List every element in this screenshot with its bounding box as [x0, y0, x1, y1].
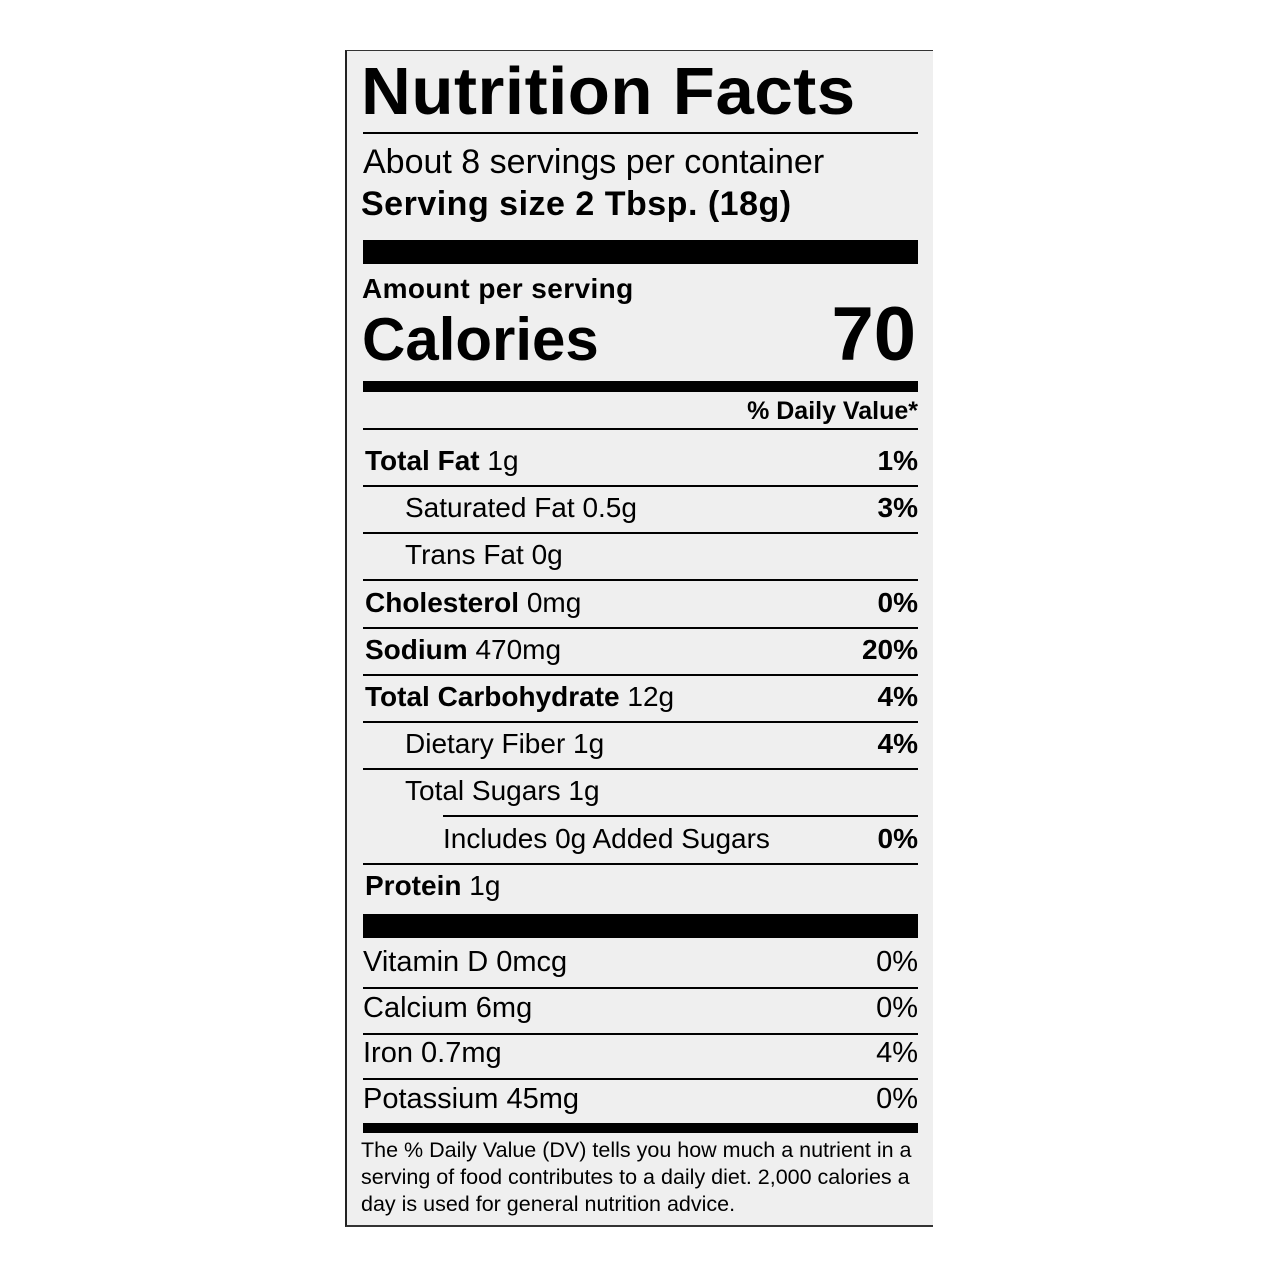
nutrient-name: Total Carbohydrate: [365, 681, 620, 712]
nutrient-name: Saturated Fat: [405, 492, 575, 524]
nutrient-name: Total Fat: [365, 445, 480, 476]
nutrient-amount: 1g: [469, 869, 501, 901]
vitamin-daily-value: 0%: [876, 1082, 918, 1115]
nutrient-row: Total Sugars 1g: [363, 769, 918, 816]
divider: [363, 132, 918, 134]
nutrient-daily-value: 4%: [877, 681, 918, 712]
vitamin-row: Iron 0.7mg 4%: [363, 1033, 918, 1079]
nutrient-amount: 0mg: [526, 586, 582, 618]
nutrient-name: Trans Fat: [405, 539, 524, 571]
nutrient-label: Saturated Fat 0.5g: [405, 492, 637, 524]
footnote: The % Daily Value (DV) tells you how muc…: [361, 1138, 912, 1216]
nutrient-name: Protein: [365, 869, 462, 901]
nutrient-amount: 470mg: [475, 633, 562, 665]
nutrient-name: Dietary Fiber: [405, 728, 566, 760]
nutrient-amount: 1g: [487, 445, 519, 476]
nutrient-name: Total Sugars: [405, 775, 561, 807]
divider: [363, 626, 918, 629]
nutrient-row: Sodium 470mg 20%: [363, 628, 918, 675]
nutrient-amount: 1g: [568, 775, 600, 807]
vitamin-row: Potassium 45mg 0%: [363, 1079, 918, 1125]
divider: [363, 721, 918, 723]
nutrient-amount: 1g: [573, 728, 605, 760]
nutrient-daily-value: 3%: [877, 492, 918, 524]
nutrition-facts-label: Nutrition Facts About 8 servings per con…: [345, 50, 933, 1227]
nutrient-row: Protein 1g: [363, 864, 918, 911]
label-title: Nutrition Facts: [361, 54, 856, 129]
divider: [363, 485, 918, 487]
divider: [363, 862, 918, 865]
daily-value-header: % Daily Value*: [747, 397, 918, 425]
nutrient-label: Sodium 470mg: [365, 634, 561, 666]
nutrient-label: Cholesterol 0mg: [365, 587, 581, 619]
nutrient-amount: 12g: [627, 681, 675, 712]
divider: [443, 815, 918, 818]
vitamin-row: Vitamin D 0mcg 0%: [363, 942, 918, 988]
nutrient-label: Includes 0g Added Sugars: [443, 823, 770, 855]
calories-label: Calories: [362, 306, 599, 373]
vitamin-label: Vitamin D 0mcg: [363, 946, 568, 978]
thick-divider: [363, 914, 918, 938]
divider: [363, 768, 918, 771]
vitamin-row: Calcium 6mg 0%: [363, 988, 918, 1034]
serving-size: Serving size 2 Tbsp. (18g): [361, 185, 792, 223]
nutrient-daily-value: 1%: [877, 445, 918, 476]
divider: [363, 579, 918, 582]
divider: [363, 673, 918, 676]
nutrient-amount: 0.5g: [582, 492, 637, 524]
vitamin-daily-value: 0%: [876, 991, 918, 1024]
nutrient-row: Saturated Fat 0.5g 3%: [363, 486, 918, 533]
nutrient-daily-value: 4%: [877, 728, 918, 760]
divider: [363, 1032, 918, 1035]
nutrient-daily-value: 0%: [877, 586, 918, 618]
vitamin-label: Calcium 6mg: [363, 991, 533, 1024]
vitamin-label: Iron 0.7mg: [363, 1037, 502, 1069]
divider: [363, 987, 918, 989]
nutrient-daily-value: 0%: [877, 822, 918, 854]
nutrient-row: Total Carbohydrate 12g 4%: [363, 675, 918, 722]
nutrient-label: Trans Fat 0g: [405, 539, 563, 571]
vitamin-daily-value: 0%: [876, 946, 918, 978]
medium-divider: [363, 1123, 918, 1133]
divider: [363, 532, 918, 535]
medium-divider: [363, 381, 918, 392]
amount-per-serving: Amount per serving: [362, 273, 634, 304]
nutrient-row: Total Fat 1g 1%: [363, 439, 918, 486]
nutrient-name: Sodium: [365, 633, 468, 665]
nutrient-label: Total Fat 1g: [365, 445, 519, 477]
nutrient-row: Dietary Fiber 1g 4%: [363, 722, 918, 769]
servings-per-container: About 8 servings per container: [363, 143, 825, 181]
nutrient-label: Total Sugars 1g: [405, 775, 600, 807]
nutrient-row: Cholesterol 0mg 0%: [363, 581, 918, 628]
thick-divider: [363, 240, 918, 264]
nutrient-label: Dietary Fiber 1g: [405, 728, 604, 760]
nutrient-daily-value: 20%: [861, 633, 918, 665]
vitamin-daily-value: 4%: [876, 1037, 918, 1069]
calories-value: 70: [831, 292, 916, 377]
vitamin-label: Potassium 45mg: [363, 1082, 579, 1115]
divider: [363, 428, 918, 430]
nutrient-name: Cholesterol: [365, 586, 520, 618]
divider: [363, 1078, 918, 1080]
nutrient-row: Trans Fat 0g: [363, 533, 918, 580]
nutrient-label: Protein 1g: [365, 870, 500, 902]
nutrient-label: Total Carbohydrate 12g: [365, 681, 674, 713]
nutrient-name: Includes 0g Added Sugars: [443, 822, 770, 854]
nutrient-amount: 0g: [531, 539, 563, 571]
nutrient-row: Includes 0g Added Sugars 0%: [363, 817, 918, 864]
